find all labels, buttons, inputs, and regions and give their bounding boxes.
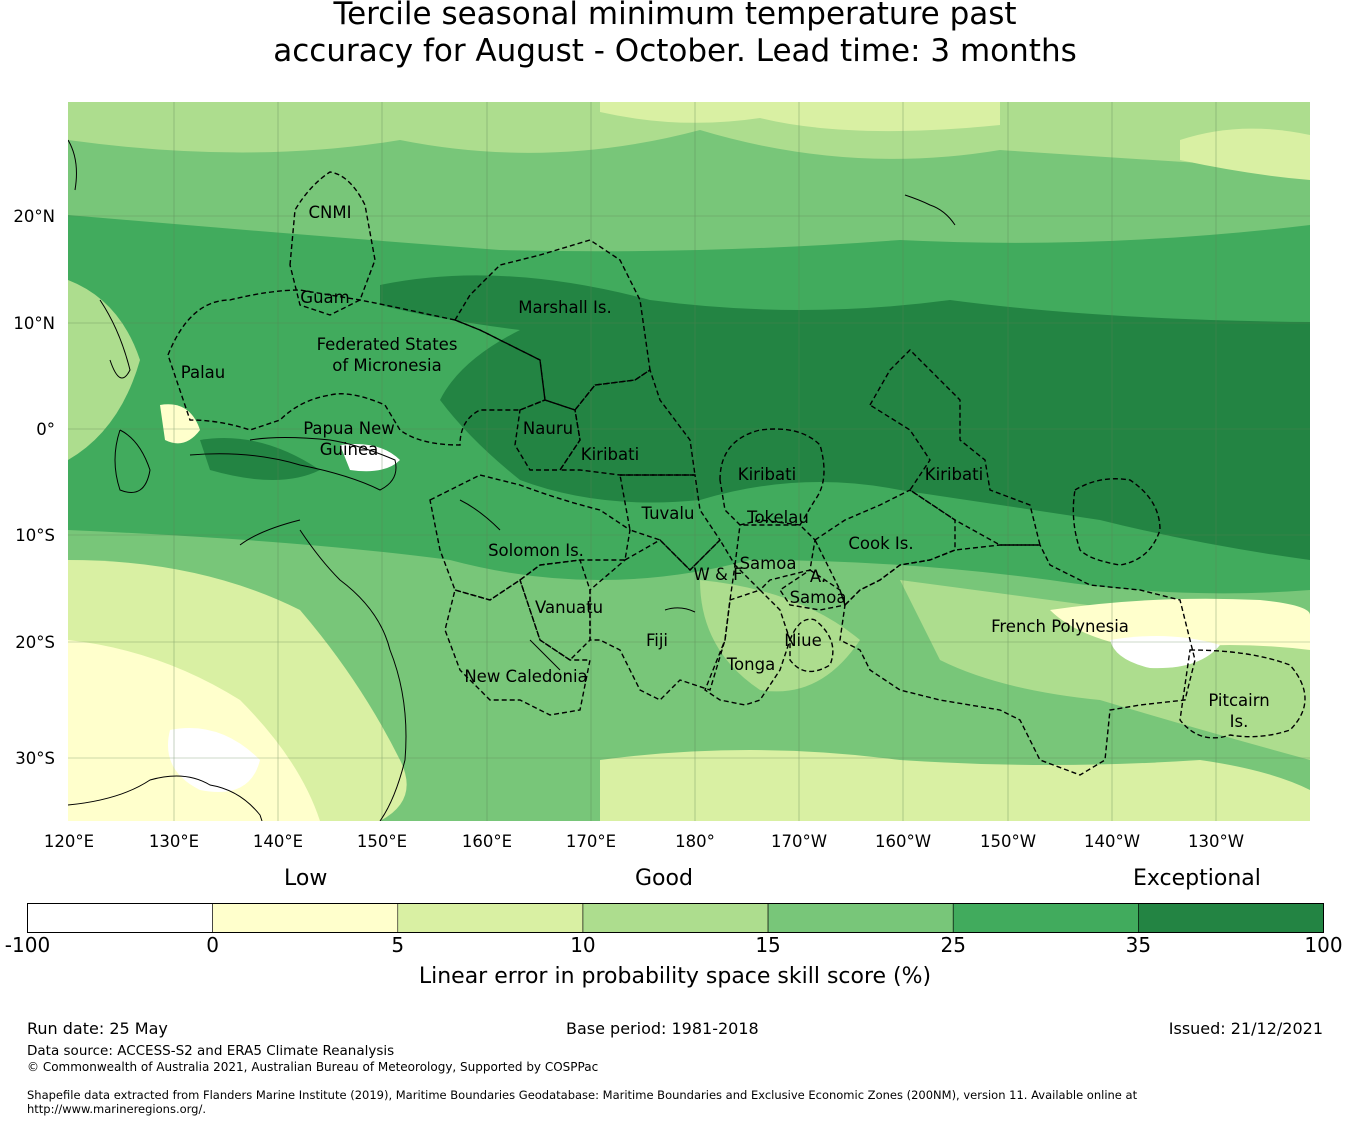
- colorbar-category-exceptional: Exceptional: [1133, 866, 1261, 891]
- coastlines: [68, 139, 956, 821]
- lon-label: 170°W: [771, 832, 827, 851]
- label-american-samoa-1: A.: [810, 567, 826, 586]
- colorbar-category-low: Low: [284, 866, 328, 891]
- colorbar-tick: 100: [1304, 933, 1343, 957]
- lon-label: 150°E: [357, 832, 407, 851]
- colorbar-tick: 15: [755, 933, 781, 957]
- label-cnmi: CNMI: [309, 203, 352, 222]
- colorbar-tick: 5: [391, 933, 405, 957]
- data-source: Data source: ACCESS-S2 and ERA5 Climate …: [27, 1043, 395, 1059]
- skill-field-south-pale: [600, 750, 1310, 821]
- skill-field-png-pale: [160, 404, 200, 444]
- label-samoa: Samoa: [740, 554, 797, 573]
- run-date: Run date: 25 May: [27, 1019, 168, 1038]
- skill-map: CNMI Guam Marshall Is. Federated States …: [13, 102, 1310, 851]
- label-png-1: Papua New: [303, 419, 395, 438]
- skill-field-north-pale-2: [1180, 128, 1310, 180]
- skill-field-png-white: [340, 444, 400, 472]
- colorbar-tick: 35: [1125, 933, 1152, 957]
- label-fiji: Fiji: [646, 631, 668, 650]
- skill-field-se-white: [1110, 636, 1220, 669]
- label-kiribati-west: Kiribati: [581, 445, 639, 464]
- colorbar-title: Linear error in probability space skill …: [418, 964, 932, 989]
- label-american-samoa-2: Samoa: [790, 588, 847, 607]
- lat-label: 20°S: [15, 633, 55, 652]
- colorbar-segment: [27, 903, 213, 933]
- colorbar-segment: [952, 903, 1139, 933]
- label-marshall: Marshall Is.: [518, 298, 611, 317]
- label-cook: Cook Is.: [848, 534, 913, 553]
- label-solomon: Solomon Is.: [488, 541, 584, 560]
- region-labels: CNMI Guam Marshall Is. Federated States …: [181, 203, 1270, 731]
- skill-field-nw-light: [68, 280, 140, 460]
- lon-label: 150°W: [980, 832, 1036, 851]
- title-line-2: accuracy for August - October. Lead time…: [273, 33, 1077, 69]
- label-tokelau: Tokelau: [746, 508, 809, 527]
- label-guam: Guam: [300, 288, 349, 307]
- colorbar-tick: -100: [4, 933, 51, 957]
- colorbar-segment: [1138, 903, 1324, 933]
- colorbar-segment: [767, 903, 954, 933]
- shapefile-credit-2: http://www.marineregions.org/.: [27, 1102, 206, 1116]
- lon-label: 140°W: [1084, 832, 1140, 851]
- colorbar-segment: [397, 903, 584, 933]
- label-kiribati-central: Kiribati: [738, 465, 796, 484]
- colorbar-tick: 0: [206, 933, 220, 957]
- skill-field-se-pale: [1050, 598, 1310, 650]
- lon-label: 140°E: [253, 832, 303, 851]
- label-png-2: Guinea: [320, 440, 379, 459]
- label-palau: Palau: [181, 363, 225, 382]
- label-tuvalu: Tuvalu: [641, 504, 695, 523]
- eez-boundaries: [167, 171, 1306, 776]
- lat-label: 20°N: [13, 207, 55, 226]
- colorbar-segment: [212, 903, 399, 933]
- lon-axis: 120°E 130°E 140°E 150°E 160°E 170°E 180°…: [44, 832, 1244, 851]
- label-nauru: Nauru: [523, 419, 573, 438]
- label-fsm-1: Federated States: [317, 335, 458, 354]
- label-kiribati-east: Kiribati: [925, 465, 983, 484]
- copyright: © Commonwealth of Australia 2021, Austra…: [27, 1060, 599, 1074]
- colorbar-segment: [582, 903, 769, 933]
- label-fsm-2: of Micronesia: [332, 356, 441, 375]
- shapefile-credit-1: Shapefile data extracted from Flanders M…: [27, 1088, 1138, 1102]
- skill-field-west-dark: [200, 438, 320, 480]
- lon-label: 180°: [675, 832, 715, 851]
- lat-axis: 20°N 10°N 0° 10°S 20°S 30°S: [13, 207, 55, 768]
- colorbar: [27, 903, 1324, 933]
- lat-label: 10°N: [13, 314, 55, 333]
- colorbar-tick: 10: [570, 933, 596, 957]
- label-tonga: Tonga: [726, 655, 775, 674]
- skill-field-south-light: [700, 580, 860, 692]
- issued-date: Issued: 21/12/2021: [1168, 1019, 1323, 1038]
- base-period: Base period: 1981-2018: [566, 1019, 759, 1038]
- label-new-caledonia: New Caledonia: [464, 667, 587, 686]
- lon-label: 130°W: [1188, 832, 1244, 851]
- lon-label: 130°E: [149, 832, 199, 851]
- label-pitcairn-1: Pitcairn: [1208, 691, 1269, 710]
- lon-label: 170°E: [566, 832, 616, 851]
- graticule: [68, 102, 1310, 821]
- label-wallis-futuna: W & F: [693, 565, 742, 584]
- skill-field-australia-white: [168, 728, 260, 792]
- lon-label: 120°E: [44, 832, 94, 851]
- colorbar-tick: 25: [940, 933, 966, 957]
- label-french-polynesia: French Polynesia: [991, 617, 1129, 636]
- lon-label: 160°E: [462, 832, 512, 851]
- skill-field-north-pale: [600, 102, 1000, 132]
- colorbar-category-good: Good: [635, 866, 693, 891]
- lat-label: 30°S: [15, 749, 55, 768]
- label-vanuatu: Vanuatu: [535, 598, 603, 617]
- lon-label: 160°W: [875, 832, 931, 851]
- lat-label: 10°S: [15, 526, 55, 545]
- lat-label: 0°: [36, 420, 55, 439]
- label-niue: Niue: [784, 631, 822, 650]
- label-pitcairn-2: Is.: [1230, 712, 1249, 731]
- title-line-1: Tercile seasonal minimum temperature pas…: [333, 0, 1017, 32]
